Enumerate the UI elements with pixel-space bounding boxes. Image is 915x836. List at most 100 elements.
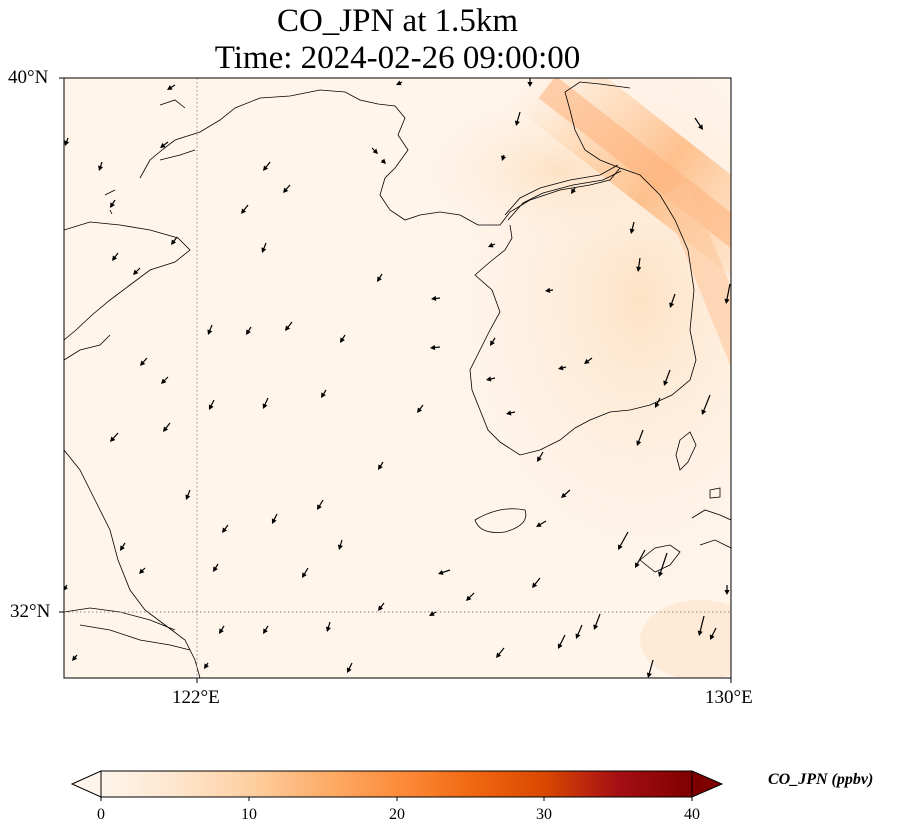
colorbar: [70, 770, 724, 801]
map-frame: [63, 77, 732, 679]
map-title-line1: CO_JPN at 1.5km: [276, 3, 519, 39]
wind-arrow: [629, 221, 635, 234]
wind-arrow: [654, 397, 661, 408]
colorbar-min-extend: [70, 770, 102, 798]
wind-arrow: [380, 158, 386, 164]
wind-arrow: [213, 563, 219, 572]
wind-arrow: [241, 204, 249, 214]
wind-arrow: [663, 369, 671, 386]
wind-arrow: [537, 451, 544, 462]
wind-arrow: [701, 394, 711, 415]
wind-arrow: [724, 585, 730, 595]
wind-arrow: [506, 410, 516, 416]
wind-arrow: [514, 111, 521, 126]
wind-arrow: [378, 461, 384, 470]
wind-arrow: [584, 357, 593, 364]
wind-arrow: [163, 422, 171, 432]
wind-arrow: [486, 376, 496, 382]
wind-arrow: [561, 489, 571, 498]
colorbar-tick-20: 20: [389, 806, 405, 823]
wind-arrow: [263, 161, 271, 171]
wind-arrow: [724, 283, 731, 304]
wind-arrow: [204, 662, 209, 669]
wind-arrow: [133, 267, 141, 275]
wind-arrow: [72, 654, 78, 661]
wind-arrow: [98, 161, 104, 171]
wind-arrow: [618, 531, 629, 550]
wind-vectors: [64, 78, 731, 678]
wind-arrow: [545, 287, 554, 293]
wind-arrow: [271, 513, 278, 524]
lat-label-32N: 32°N: [10, 601, 51, 622]
colorbar-tick-0: 0: [97, 806, 105, 823]
wind-arrow: [64, 137, 70, 146]
wind-arrow: [496, 647, 505, 658]
wind-arrow: [558, 365, 567, 371]
wind-arrow: [263, 625, 269, 634]
wind-arrow: [431, 295, 441, 302]
wind-arrow: [593, 613, 601, 630]
wind-arrow: [161, 376, 169, 384]
wind-arrow: [536, 520, 547, 527]
wind-arrow: [575, 624, 583, 639]
wind-arrow: [709, 627, 717, 640]
map-title-line2: Time: 2024-02-26 09:00:00: [214, 40, 581, 76]
wind-arrow: [222, 524, 229, 533]
wind-arrow: [110, 432, 119, 442]
wind-arrow: [377, 273, 383, 282]
wind-arrow: [636, 429, 644, 446]
wind-arrow: [64, 584, 68, 591]
wind-arrow: [171, 236, 178, 245]
wind-arrow: [646, 659, 654, 678]
wind-arrow: [669, 293, 676, 308]
wind-arrow: [321, 389, 327, 398]
colorbar-tick-40: 40: [684, 806, 700, 823]
wind-arrow: [557, 634, 566, 649]
wind-arrow: [430, 344, 441, 351]
lon-label-130E: 130°E: [705, 687, 753, 708]
wind-arrow: [337, 539, 343, 550]
wind-arrow: [346, 662, 353, 673]
wind-arrow: [429, 611, 437, 616]
wind-arrow: [501, 154, 507, 161]
wind-arrow: [636, 257, 642, 272]
wind-arrow: [325, 621, 331, 632]
wind-arrow: [120, 542, 126, 551]
wind-arrow: [317, 499, 324, 510]
wind-arrow: [185, 489, 191, 500]
wind-arrow: [532, 577, 541, 588]
wind-arrow: [488, 242, 496, 248]
concentration-field: [64, 78, 731, 678]
wind-arrow: [396, 80, 403, 86]
wind-arrow: [285, 321, 293, 331]
wind-arrow: [208, 399, 215, 410]
wind-arrow: [527, 78, 533, 87]
wind-arrow: [140, 357, 148, 366]
colorbar-label: CO_JPN (ppbv): [768, 771, 874, 788]
wind-arrow: [417, 404, 424, 413]
colorbar-tick-30: 30: [536, 806, 552, 823]
wind-arrow: [378, 602, 385, 611]
wind-arrow: [371, 147, 378, 154]
wind-arrow: [261, 242, 267, 253]
lon-label-122E: 122°E: [172, 687, 220, 708]
colorbar-max-extend: [691, 770, 724, 798]
wind-arrow: [112, 252, 119, 261]
wind-arrow: [246, 326, 252, 335]
wind-arrow: [340, 334, 346, 343]
wind-arrow: [438, 569, 451, 575]
wind-arrow: [490, 337, 496, 346]
wind-arrow: [262, 397, 269, 409]
lat-label-40N: 40°N: [8, 67, 49, 88]
gridlines: [64, 78, 731, 678]
wind-arrow: [283, 184, 291, 193]
wind-arrow: [207, 324, 213, 335]
wind-arrow: [466, 592, 475, 601]
wind-arrow: [694, 117, 703, 130]
wind-arrow: [635, 549, 646, 568]
wind-arrow: [658, 552, 668, 577]
wind-arrow: [167, 84, 176, 90]
wind-arrow: [160, 141, 169, 148]
wind-arrow: [571, 187, 576, 194]
